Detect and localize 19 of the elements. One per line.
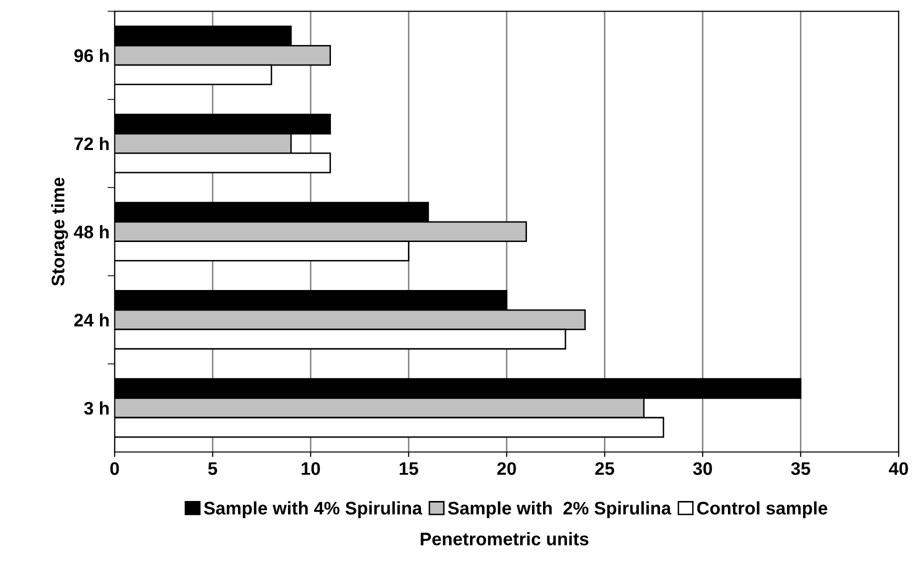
y-axis-title: Storage time — [51, 178, 68, 286]
x-tick-label: 40 — [888, 462, 908, 475]
x-axis-title: Penetrometric units — [420, 532, 588, 546]
x-tick-label: 10 — [302, 462, 320, 475]
x-tick-label: 0 — [110, 462, 119, 475]
x-tick-label: 30 — [693, 462, 712, 476]
x-tick-label: 25 — [595, 462, 614, 475]
y-tick-label: 48 h — [74, 225, 109, 238]
x-tick-label: 5 — [208, 462, 218, 475]
legend-label: Control sample — [697, 501, 828, 518]
legend-label: Sample with 4% Spirulina — [204, 501, 422, 518]
x-tick-label: 20 — [497, 462, 516, 475]
y-tick-label: 72 h — [74, 136, 109, 150]
x-tick-label: 35 — [791, 462, 810, 476]
x-tick-label: 15 — [400, 462, 418, 475]
y-tick-label: 24 h — [74, 313, 109, 326]
y-tick-label: 96 h — [74, 48, 109, 62]
legend-label: Sample with 2% Spirulina — [448, 501, 672, 518]
y-tick-label: 3 h — [84, 401, 109, 415]
